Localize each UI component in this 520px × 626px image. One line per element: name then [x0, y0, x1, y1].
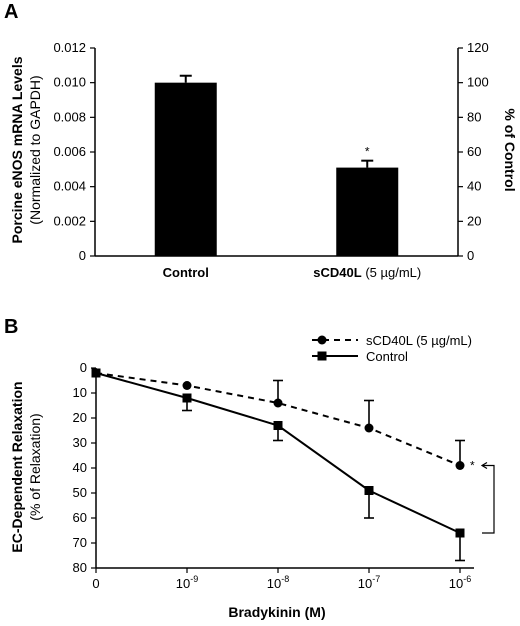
panel-b-ytick-label: 50 [73, 485, 87, 500]
panel-a-ytick-label: 0 [79, 248, 86, 263]
panel-a-label: A [4, 1, 18, 23]
panel-b-legend-label: sCD40L (5 µg/mL) [366, 333, 472, 348]
panel-a-bar [154, 82, 217, 257]
panel-b-ytick-label: 30 [73, 435, 87, 450]
panel-a-category-name: sCD40L [313, 265, 361, 280]
panel-b-data-point [182, 381, 192, 390]
panel-b-data-point [455, 528, 465, 538]
panel-b-ytick-label: 80 [73, 560, 87, 575]
panel-b-xtick-label: 10-9 [176, 574, 198, 591]
panel-a-ytick-label: 0.004 [53, 179, 86, 194]
panel-a-category-name: Control [163, 265, 209, 280]
panel-b-xtick-base: 10 [176, 576, 190, 591]
panel-b-ylabel-line2: (% of Relaxation) [27, 413, 43, 520]
panel-b-data-point [91, 368, 101, 378]
panel-b-significance-bracket [482, 464, 495, 534]
panel-b-ytick-label: 40 [73, 460, 87, 475]
panel-a-category-detail: (5 µg/mL) [362, 265, 422, 280]
panel-b-xtick-base: 10 [267, 576, 281, 591]
panel-a-ytick-label: 0.006 [53, 144, 86, 159]
panel-a-category-label: Control [163, 265, 209, 280]
panel-b-ytick-label: 20 [73, 410, 87, 425]
panel-a-y2tick-label: 0 [467, 248, 474, 263]
panel-b-xtick-label: 10-7 [358, 574, 380, 591]
panel-b-ytick-label: 0 [80, 360, 87, 375]
panel-b-xtick-label: 0 [92, 576, 99, 591]
panel-b-data-point [273, 398, 283, 408]
panel-a-y2tick-label: 120 [467, 40, 489, 55]
panel-b-xtick-base: 10 [449, 576, 463, 591]
panel-a-ytick-label: 0.008 [53, 109, 86, 124]
panel-b-data-point [364, 423, 374, 433]
panel-b-xtick-exponent: -9 [190, 574, 198, 584]
panel-b-xtick-base: 0 [92, 576, 99, 591]
panel-b-xtick-label: 10-8 [267, 574, 289, 591]
panel-b-xlabel: Bradykinin (M) [228, 604, 325, 620]
panel-a-ylabel-line2: (Normalized to GAPDH) [27, 75, 43, 224]
panel-a-y2tick-label: 100 [467, 75, 489, 90]
panel-a-ytick-label: 0.010 [53, 75, 86, 90]
panel-b-data-point [273, 421, 283, 430]
panel-b-significance-marker: * [470, 459, 475, 473]
panel-a-y2tick-label: 60 [467, 144, 481, 159]
panel-a-y2label: % of Control [502, 108, 518, 191]
panel-b-xtick-base: 10 [358, 576, 372, 591]
panel-b-ytick-label: 70 [73, 535, 87, 550]
panel-b-ytick-label: 60 [73, 510, 87, 525]
panel-b-series-line [95, 372, 461, 467]
panel-b-ylabel-line1: EC-Dependent Relaxation [9, 381, 25, 552]
panel-b-xtick-exponent: -8 [281, 574, 289, 584]
panel-b-xtick-exponent: -6 [463, 574, 471, 584]
panel-b-data-point [364, 486, 374, 495]
panel-b-bracket-arrow [480, 461, 488, 470]
panel-a-ytick-label: 0.002 [53, 213, 86, 228]
panel-b-xtick-exponent: -7 [372, 574, 380, 584]
panel-a-bar [336, 167, 399, 256]
panel-a-significance-marker: * [365, 145, 370, 159]
panel-a-y2tick-label: 80 [467, 109, 481, 124]
panel-a-ylabel-line1: Porcine eNOS mRNA Levels [9, 56, 25, 243]
panel-a-y2tick-label: 40 [467, 179, 481, 194]
panel-b-ytick-label: 10 [73, 385, 87, 400]
panel-a-y2tick-label: 20 [467, 213, 481, 228]
panel-b-legend-marker [317, 335, 327, 345]
panel-a-plot: 0 0.002 0.004 0.006 0.008 0.010 0.012 0 20 40 60 80… [53, 40, 488, 280]
panel-b-legend-marker [317, 351, 327, 361]
panel-a-category-label: sCD40L (5 µg/mL) [313, 265, 421, 280]
panel-b-data-point [182, 393, 192, 403]
panel-b-data-point [455, 461, 465, 470]
panel-b-xtick-label: 10-6 [449, 574, 471, 591]
panel-b-label: B [4, 316, 18, 338]
panel-b-legend-label: Control [366, 349, 408, 364]
panel-a-ytick-label: 0.012 [53, 40, 86, 55]
